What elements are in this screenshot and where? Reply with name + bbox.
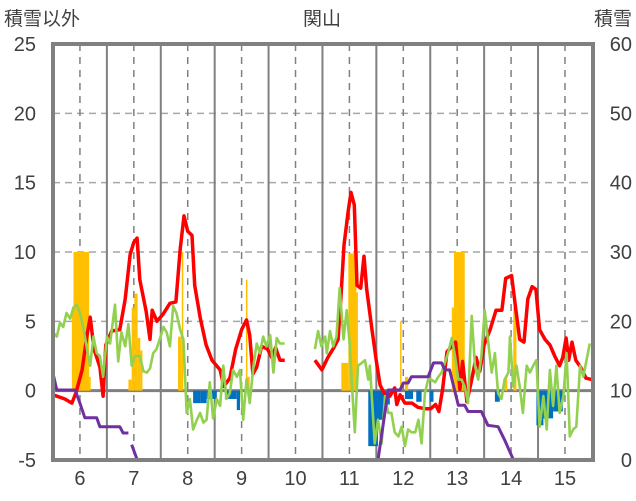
left-axis-title: 積雪以外 bbox=[4, 8, 80, 30]
y-left-tick-label: 25 bbox=[14, 34, 36, 56]
y-left-tick-label: 5 bbox=[25, 311, 36, 333]
x-tick-label: 13 bbox=[446, 468, 468, 490]
x-tick-label: 12 bbox=[392, 468, 414, 490]
orange-bar bbox=[341, 362, 349, 391]
lines bbox=[51, 190, 593, 462]
x-tick-label: 14 bbox=[500, 468, 522, 490]
blue-bar bbox=[200, 390, 207, 404]
orange-bar bbox=[400, 321, 402, 391]
orange-bar bbox=[128, 379, 132, 391]
orange-bar bbox=[89, 376, 91, 391]
blue-bar bbox=[377, 390, 385, 420]
y-right-tick-label: 0 bbox=[621, 450, 632, 472]
x-tick-label: 11 bbox=[339, 468, 360, 490]
orange-bar bbox=[71, 307, 74, 391]
grid bbox=[53, 44, 593, 460]
purple-series-line bbox=[51, 372, 129, 435]
y-right-tick-label: 50 bbox=[610, 103, 632, 125]
red-series-line bbox=[52, 214, 285, 405]
y-left-tick-label: 10 bbox=[14, 242, 36, 264]
bars bbox=[71, 252, 563, 447]
x-tick-label: 9 bbox=[236, 468, 247, 490]
tick-labels: -5 0 5 10 15 20 25 0 10 20 30 40 50 60 6 7 8 9 10 11 12 13 14 1… bbox=[14, 34, 632, 490]
y-right-tick-label: 30 bbox=[610, 242, 632, 264]
blue-bar bbox=[404, 390, 413, 399]
orange-bar bbox=[137, 337, 141, 391]
y-right-tick-label: 60 bbox=[610, 34, 632, 56]
y-right-tick-label: 40 bbox=[610, 173, 632, 195]
green-series-line bbox=[313, 286, 592, 448]
orange-bar bbox=[453, 252, 465, 391]
plot-frame bbox=[51, 42, 595, 462]
blue-bar bbox=[429, 390, 434, 402]
y-left-tick-label: 0 bbox=[25, 381, 36, 403]
blue-bar bbox=[224, 390, 237, 399]
y-left-tick-label: -5 bbox=[18, 450, 36, 472]
x-tick-label: 6 bbox=[74, 468, 85, 490]
blue-bar bbox=[236, 390, 241, 411]
x-tick-label: 10 bbox=[284, 468, 306, 490]
y-left-tick-label: 20 bbox=[14, 103, 36, 125]
orange-bar bbox=[140, 350, 143, 391]
y-right-tick-label: 10 bbox=[610, 381, 632, 403]
blue-bar bbox=[416, 390, 422, 402]
y-left-tick-label: 15 bbox=[14, 173, 36, 195]
blue-bar bbox=[494, 390, 500, 402]
orange-bar bbox=[245, 279, 248, 391]
orange-bar bbox=[131, 307, 135, 391]
x-tick-label: 8 bbox=[182, 468, 193, 490]
orange-bar bbox=[181, 252, 184, 391]
orange-bar bbox=[134, 293, 138, 391]
right-axis-title: 積雪 bbox=[594, 8, 632, 30]
orange-bar bbox=[513, 307, 517, 391]
orange-bar bbox=[356, 292, 358, 391]
green-series-line bbox=[52, 303, 285, 431]
chart-title: 関山 bbox=[303, 8, 341, 30]
x-tick-label: 7 bbox=[128, 468, 139, 490]
x-tick-label: 15 bbox=[554, 468, 576, 490]
purple-series-line bbox=[316, 361, 590, 462]
purple-series-line bbox=[130, 444, 285, 462]
orange-bar bbox=[504, 376, 508, 391]
y-right-tick-label: 20 bbox=[610, 311, 632, 333]
orange-bar bbox=[348, 253, 357, 391]
blue-bar bbox=[193, 390, 201, 404]
orange-bar bbox=[178, 336, 182, 391]
